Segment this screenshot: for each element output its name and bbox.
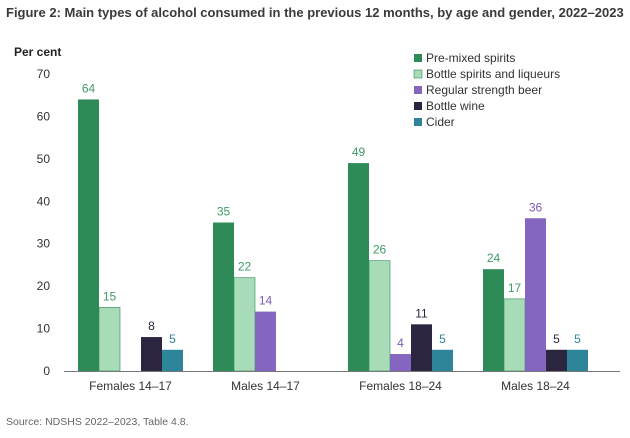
y-axis: 0 10 20 30 40 50 60 70 [37, 67, 51, 378]
data-label: 5 [169, 332, 176, 346]
data-label: 5 [553, 332, 560, 346]
data-label: 4 [397, 336, 404, 350]
category-label: Females 14–17 [89, 379, 172, 393]
data-label: 49 [352, 145, 366, 159]
bar [432, 349, 453, 371]
legend-swatch [414, 86, 422, 94]
legend-swatch [414, 54, 422, 62]
legend-entry: Pre-mixed spirits [426, 51, 515, 65]
legend-entry: Bottle spirits and liqueurs [426, 67, 560, 81]
category-label: Males 14–17 [231, 379, 300, 393]
data-label: 24 [487, 251, 501, 265]
data-label: 11 [415, 306, 428, 320]
y-tick-label: 30 [37, 237, 51, 251]
data-label: 17 [508, 281, 522, 295]
bar [98, 307, 121, 372]
data-label: 15 [103, 289, 117, 303]
bar [141, 337, 162, 371]
data-label: 36 [529, 200, 543, 214]
data-label: 26 [373, 243, 387, 257]
legend-entry: Bottle wine [426, 99, 485, 113]
bar [483, 269, 504, 371]
y-tick-label: 70 [37, 67, 51, 81]
data-label: 22 [238, 260, 252, 274]
legend-entry: Cider [426, 115, 455, 129]
bar [567, 349, 588, 371]
data-label: 35 [217, 205, 231, 219]
category-label: Males 18–24 [501, 379, 570, 393]
y-tick-label: 10 [37, 322, 51, 336]
source-note: Source: NDSHS 2022–2023, Table 4.8. [6, 416, 189, 428]
bar [503, 298, 526, 372]
data-label: 8 [148, 319, 155, 333]
x-axis: Females 14–17 Males 14–17 Females 18–24 Mal… [89, 379, 570, 393]
bar [525, 218, 546, 371]
data-label: 5 [439, 332, 446, 346]
y-tick-label: 60 [37, 109, 51, 123]
bar [162, 349, 183, 371]
y-tick-label: 40 [37, 194, 51, 208]
y-axis-label: Per cent [14, 45, 61, 59]
y-tick-label: 50 [37, 152, 51, 166]
legend-swatch [414, 102, 422, 110]
y-tick-label: 0 [43, 364, 50, 378]
chart-title: Figure 2: Main types of alcohol consumed… [6, 5, 624, 20]
bar [390, 354, 411, 371]
bars [78, 99, 588, 372]
data-label: 14 [259, 294, 273, 308]
category-label: Females 18–24 [359, 379, 442, 393]
legend-swatch [414, 118, 422, 126]
legend-swatch [413, 69, 423, 79]
bar [233, 277, 256, 372]
bar [546, 349, 567, 371]
bar [255, 311, 276, 371]
data-label: 64 [82, 81, 96, 95]
bar [78, 99, 99, 371]
bar [348, 163, 369, 371]
y-tick-label: 20 [37, 279, 51, 293]
bar [411, 324, 432, 371]
bar [368, 260, 391, 372]
data-label: 5 [574, 332, 581, 346]
legend: Pre-mixed spirits Bottle spirits and liqu… [413, 51, 560, 129]
legend-entry: Regular strength beer [426, 83, 542, 97]
bar [213, 222, 234, 371]
